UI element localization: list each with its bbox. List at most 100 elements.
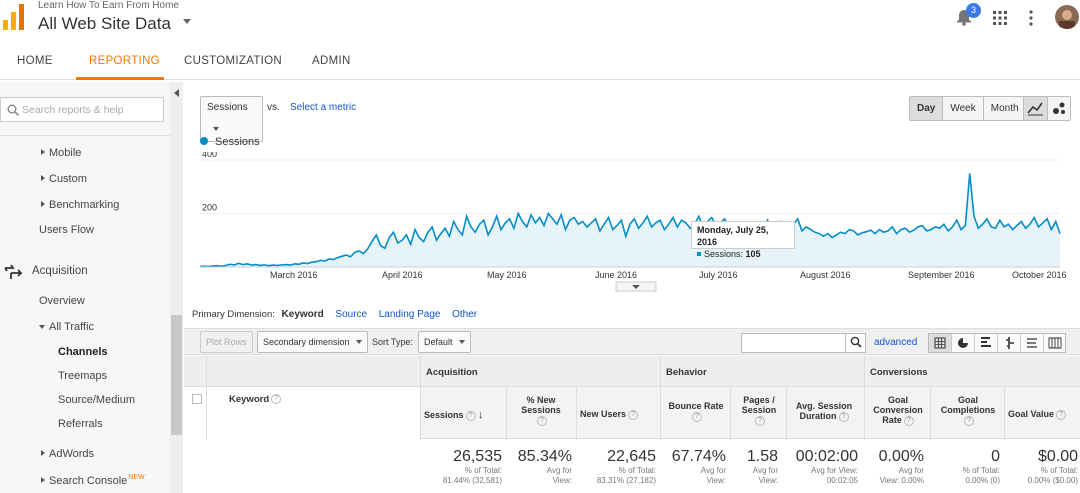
- motion-chart-button[interactable]: [1048, 97, 1070, 120]
- help-icon[interactable]: ?: [964, 415, 974, 426]
- sidebar-item-search-console[interactable]: Search ConsoleNEW: [41, 474, 145, 487]
- sidebar-item-custom[interactable]: Custom: [41, 173, 87, 185]
- column-keyword[interactable]: Keyword?: [229, 394, 282, 405]
- sort-type-select[interactable]: Default: [418, 331, 471, 353]
- comparison-view-icon[interactable]: [998, 334, 1021, 352]
- period-month-button[interactable]: Month: [990, 103, 1019, 114]
- series-legend-label: Sessions: [215, 136, 260, 148]
- sidebar-item-acquisition[interactable]: Acquisition: [32, 265, 88, 277]
- x-tick-label: July 2016: [699, 270, 738, 280]
- dimension-landing-page[interactable]: Landing Page: [378, 309, 441, 320]
- chart-type-toggle: [1023, 96, 1071, 121]
- series-legend-marker: [200, 137, 208, 145]
- column-sessions[interactable]: Sessions? ↓: [424, 409, 484, 421]
- table-column-header: [420, 387, 1080, 439]
- help-icon[interactable]: ?: [838, 411, 849, 422]
- data-table: Keyword? Acquisition Behavior Conversion…: [184, 356, 1080, 493]
- sidebar-item-mobile[interactable]: Mobile: [41, 147, 81, 159]
- divider: [206, 356, 207, 493]
- sidebar-item-overview[interactable]: Overview: [39, 295, 85, 307]
- sidebar-item-all-traffic[interactable]: All Traffic: [39, 321, 94, 333]
- dimension-keyword[interactable]: Keyword: [281, 309, 324, 320]
- chevron-right-icon: [41, 450, 45, 456]
- help-icon[interactable]: ?: [692, 411, 702, 422]
- table-search-button[interactable]: [845, 333, 866, 353]
- collapse-sidebar-icon[interactable]: [174, 89, 179, 97]
- line-chart-button[interactable]: [1024, 97, 1048, 120]
- x-tick-label: October 2016: [1012, 270, 1067, 280]
- x-tick-label: June 2016: [595, 270, 637, 280]
- sidebar-item-adwords[interactable]: AdWords: [41, 448, 94, 460]
- sidebar-item-treemaps[interactable]: Treemaps: [58, 370, 108, 382]
- tab-reporting[interactable]: REPORTING: [89, 55, 160, 67]
- secondary-dimension-select[interactable]: Secondary dimension: [257, 331, 368, 353]
- data-table-view-icon[interactable]: [929, 334, 952, 352]
- total-new-users: 22,645% of Total: 83.31% (27,182): [596, 448, 656, 485]
- sessions-chart[interactable]: 400 200 March 2016 April 2016 May 2016 June 2…: [200, 152, 1070, 292]
- column-avg-session-duration[interactable]: Avg. Session Duration?: [795, 401, 853, 422]
- sidebar-item-channels[interactable]: Channels: [58, 346, 108, 358]
- line-chart-icon: [1027, 102, 1043, 116]
- scrollbar-thumb[interactable]: [171, 315, 182, 435]
- column-new-users[interactable]: New Users?: [580, 409, 660, 420]
- table-group-header: [184, 356, 1080, 387]
- chevron-down-icon[interactable]: [183, 19, 191, 24]
- help-icon[interactable]: ?: [628, 409, 639, 420]
- group-acquisition: Acquisition: [426, 367, 478, 378]
- help-icon[interactable]: ?: [537, 415, 547, 426]
- advanced-filter-link[interactable]: advanced: [874, 337, 918, 348]
- pivot-view-icon[interactable]: [1044, 334, 1066, 352]
- dimension-source[interactable]: Source: [335, 309, 368, 320]
- total-pct-new-sessions: 85.34% Avg for View:: [517, 448, 572, 485]
- sidebar-item-benchmarking[interactable]: Benchmarking: [41, 199, 119, 211]
- term-cloud-view-icon[interactable]: [1021, 334, 1044, 352]
- group-behavior: Behavior: [666, 367, 707, 378]
- period-week-button[interactable]: Week: [943, 97, 984, 120]
- metric-select[interactable]: Sessions: [200, 96, 263, 142]
- vs-label: vs.: [267, 102, 280, 113]
- help-icon[interactable]: ?: [903, 415, 914, 426]
- help-icon[interactable]: ?: [271, 394, 282, 405]
- tab-home[interactable]: HOME: [17, 55, 53, 67]
- select-all-checkbox[interactable]: [192, 394, 202, 404]
- total-sessions: 26,535% of Total: 81.44% (32,581): [442, 448, 502, 485]
- x-tick-label: April 2016: [382, 270, 423, 280]
- search-input[interactable]: Search reports & help: [0, 97, 164, 122]
- sidebar-item-users-flow[interactable]: Users Flow: [39, 224, 95, 236]
- new-badge: NEW: [128, 474, 145, 481]
- sidebar-item-referrals[interactable]: Referrals: [58, 418, 103, 430]
- total-goal-conversion-rate: 0.00% Avg for View: 0.00%: [878, 448, 924, 485]
- more-vert-icon[interactable]: [1027, 9, 1035, 27]
- tab-admin[interactable]: ADMIN: [312, 55, 351, 67]
- column-goal-value[interactable]: Goal Value?: [1008, 409, 1076, 420]
- help-icon[interactable]: ?: [755, 415, 765, 426]
- sidebar-item-source-medium[interactable]: Source/Medium: [58, 394, 136, 406]
- period-toggle: Day Week Month: [909, 96, 1027, 121]
- sort-descending-icon: ↓: [478, 409, 484, 421]
- column-goal-completions[interactable]: Goal Completions?: [940, 395, 996, 426]
- chevron-right-icon: [41, 201, 45, 207]
- chevron-right-icon: [41, 149, 45, 155]
- tooltip-date: Monday, July 25, 2016: [697, 225, 769, 247]
- table-filter-input[interactable]: [741, 333, 866, 353]
- sessions-area: [200, 173, 1060, 267]
- performance-view-icon[interactable]: [975, 334, 998, 352]
- select-metric-link[interactable]: Select a metric: [290, 102, 357, 113]
- pie-view-icon[interactable]: [952, 334, 975, 352]
- avatar[interactable]: [1055, 5, 1079, 29]
- search-icon: [7, 104, 19, 116]
- dimension-other[interactable]: Other: [452, 309, 478, 320]
- column-pages-session[interactable]: Pages / Session?: [741, 395, 777, 426]
- apps-grid-icon[interactable]: [993, 11, 1007, 25]
- property-view-selector[interactable]: All Web Site Data: [38, 14, 171, 33]
- column-pct-new-sessions[interactable]: % New Sessions?: [521, 395, 561, 426]
- plot-rows-button[interactable]: Plot Rows: [200, 331, 253, 353]
- column-bounce-rate[interactable]: Bounce Rate?: [668, 401, 724, 422]
- column-goal-conversion-rate[interactable]: Goal Conversion Rate?: [873, 395, 923, 426]
- chart-tooltip: Monday, July 25, 2016 Sessions: 105: [691, 221, 795, 259]
- help-icon[interactable]: ?: [1056, 409, 1067, 420]
- period-day-button[interactable]: Day: [910, 97, 944, 120]
- sessions-line: [200, 173, 1061, 268]
- tab-customization[interactable]: CUSTOMIZATION: [184, 55, 283, 67]
- help-icon[interactable]: ?: [465, 410, 476, 421]
